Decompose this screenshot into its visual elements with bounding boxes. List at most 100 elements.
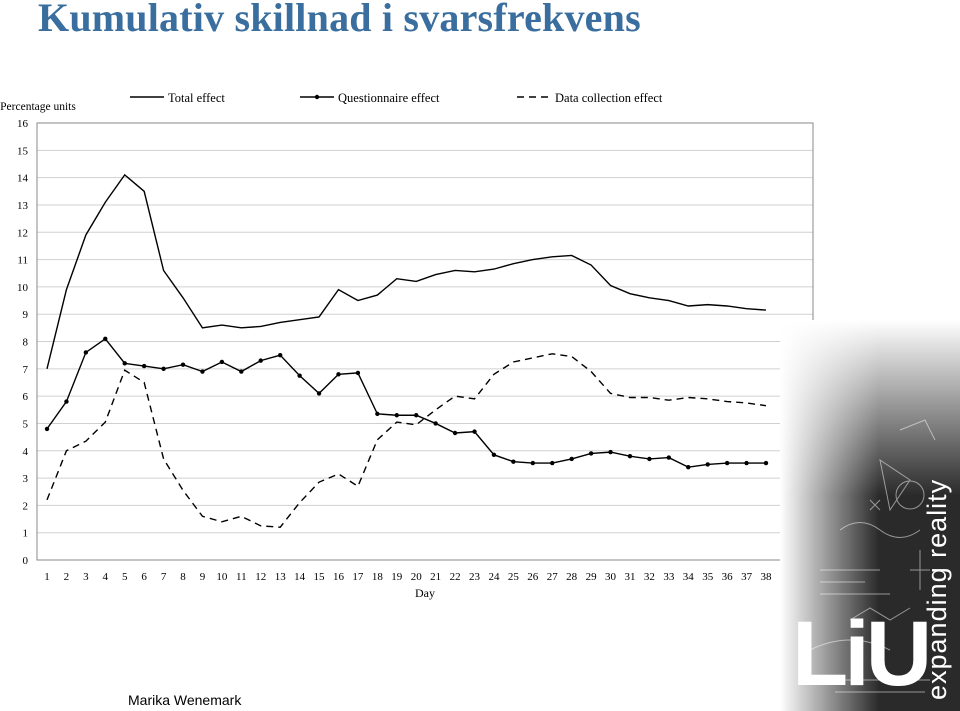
x-tick-label: 13 bbox=[275, 571, 287, 583]
data-point bbox=[686, 464, 691, 470]
legend-marker bbox=[314, 94, 320, 100]
y-tick-label: 7 bbox=[23, 364, 29, 376]
x-tick-label: 6 bbox=[141, 571, 147, 583]
x-tick-label: 24 bbox=[488, 571, 500, 583]
x-tick-label: 26 bbox=[527, 571, 539, 583]
y-tick-label: 14 bbox=[17, 173, 29, 185]
y-tick-label: 13 bbox=[17, 200, 29, 212]
y-tick-label: 9 bbox=[23, 309, 29, 321]
slide-title: Kumulativ skillnad i svarsfrekvens bbox=[38, 0, 641, 40]
series-line-total-effect bbox=[46, 173, 767, 369]
y-tick-label: 3 bbox=[23, 473, 29, 485]
x-tick-label: 34 bbox=[683, 571, 695, 583]
x-tick-label: 11 bbox=[236, 571, 247, 583]
x-tick-label: 4 bbox=[103, 571, 109, 583]
x-tick-label: 38 bbox=[761, 571, 773, 583]
legend-label: Total effect bbox=[168, 91, 225, 105]
x-tick-label: 15 bbox=[314, 571, 326, 583]
y-tick-label: 6 bbox=[23, 391, 29, 403]
x-tick-label: 17 bbox=[352, 571, 364, 583]
data-point bbox=[550, 460, 555, 466]
data-point bbox=[316, 391, 322, 396]
data-point bbox=[239, 369, 244, 374]
x-tick-label: 25 bbox=[508, 571, 520, 583]
x-tick-label: 3 bbox=[83, 571, 89, 583]
data-point bbox=[627, 454, 633, 459]
x-axis-label: Day bbox=[415, 586, 435, 600]
x-tick-label: 19 bbox=[391, 571, 403, 583]
data-point bbox=[608, 449, 613, 455]
data-point bbox=[530, 460, 536, 466]
x-tick-label: 29 bbox=[586, 571, 598, 583]
x-tick-label: 14 bbox=[294, 571, 306, 583]
liu-logo: LiU bbox=[792, 603, 932, 705]
data-point bbox=[258, 358, 263, 363]
data-point bbox=[122, 361, 127, 366]
y-tick-label: 0 bbox=[23, 555, 29, 567]
series-lines bbox=[44, 173, 769, 528]
x-tick-label: 27 bbox=[547, 571, 559, 583]
x-tick-label: 32 bbox=[644, 571, 655, 583]
x-tick-label: 35 bbox=[702, 571, 714, 583]
y-tick-label: 1 bbox=[23, 528, 29, 540]
gridlines bbox=[37, 122, 813, 561]
data-point bbox=[277, 352, 283, 358]
x-tick-label: 12 bbox=[255, 571, 266, 583]
chalkboard-art bbox=[780, 320, 960, 711]
data-point bbox=[103, 336, 108, 341]
data-point bbox=[219, 359, 225, 365]
data-point bbox=[472, 429, 477, 434]
data-point bbox=[763, 460, 769, 466]
y-tick-label: 12 bbox=[17, 227, 28, 239]
data-point bbox=[180, 362, 186, 367]
y-tick-label: 8 bbox=[23, 337, 29, 349]
data-point bbox=[375, 411, 380, 417]
y-axis-label: Percentage units bbox=[0, 101, 76, 113]
data-point bbox=[744, 460, 749, 466]
x-tick-label: 16 bbox=[333, 571, 345, 583]
data-point bbox=[588, 451, 594, 456]
x-tick-label: 20 bbox=[411, 571, 423, 583]
y-tick-label: 15 bbox=[17, 145, 29, 157]
x-tick-label: 7 bbox=[161, 571, 167, 583]
x-tick-label: 37 bbox=[741, 571, 753, 583]
x-tick-label: 33 bbox=[663, 571, 675, 583]
data-point bbox=[161, 366, 166, 372]
x-tick-label: 2 bbox=[64, 571, 70, 583]
legend-label: Questionnaire effect bbox=[338, 91, 440, 105]
data-point bbox=[414, 413, 419, 418]
y-tick-label: 2 bbox=[23, 500, 29, 512]
series-line-questionnaire-effect bbox=[46, 337, 766, 468]
y-tick-label: 11 bbox=[17, 255, 28, 267]
data-point bbox=[666, 455, 672, 460]
data-point bbox=[297, 373, 302, 378]
data-point bbox=[491, 452, 497, 458]
x-tick-label: 10 bbox=[216, 571, 228, 583]
x-tick-label: 30 bbox=[605, 571, 617, 583]
series-line-data-collection-effect bbox=[46, 353, 767, 528]
data-point bbox=[394, 413, 399, 418]
x-tick-label: 9 bbox=[200, 571, 206, 583]
data-point bbox=[511, 459, 516, 464]
data-point bbox=[705, 462, 710, 467]
data-point bbox=[44, 426, 50, 432]
y-tick-label: 10 bbox=[17, 282, 29, 294]
data-point bbox=[83, 350, 89, 355]
data-point bbox=[724, 460, 730, 466]
data-point bbox=[336, 372, 341, 377]
author-name: Marika Wenemark bbox=[128, 692, 242, 708]
x-tick-label: 22 bbox=[450, 571, 461, 583]
data-point bbox=[569, 456, 574, 462]
data-point bbox=[647, 456, 652, 462]
y-tick-label: 5 bbox=[23, 418, 29, 430]
y-tick-label: 4 bbox=[23, 446, 29, 458]
x-tick-labels: 1 2 3 4 5 6 7 8 9 10 11 12 13 14 15 16 17 18 19 20 21 22 23 24 2… bbox=[44, 571, 772, 583]
y-tick-label: 16 bbox=[17, 118, 29, 130]
x-tick-label: 31 bbox=[624, 571, 635, 583]
x-tick-label: 18 bbox=[372, 571, 384, 583]
data-point bbox=[355, 370, 361, 376]
brand-tagline: expanding reality bbox=[922, 478, 952, 700]
data-point bbox=[141, 363, 147, 369]
